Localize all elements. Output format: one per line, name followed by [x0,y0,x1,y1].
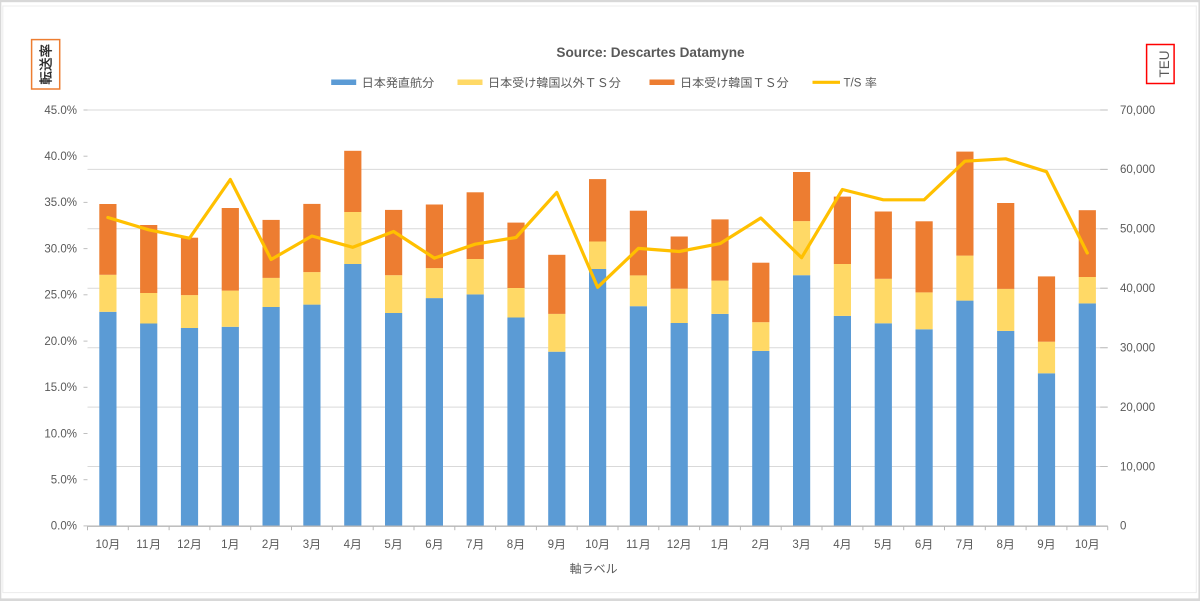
svg-text:10: 10 [585,539,598,551]
svg-text:3: 3 [303,539,309,551]
svg-text:9: 9 [548,539,554,551]
svg-text:40,000: 40,000 [1120,283,1155,295]
svg-text:10.0%: 10.0% [44,428,77,440]
svg-text:TEU: TEU [1157,51,1172,78]
svg-text:6: 6 [425,539,431,551]
svg-text:1: 1 [711,539,717,551]
svg-text:11: 11 [626,539,638,551]
svg-text:9: 9 [1037,539,1043,551]
svg-text:7: 7 [466,539,472,551]
svg-text:50,000: 50,000 [1120,224,1155,236]
svg-text:11: 11 [136,539,148,551]
svg-text:40.0%: 40.0% [44,151,77,163]
svg-text:0.0%: 0.0% [51,521,77,533]
svg-text:7: 7 [956,539,962,551]
svg-text:Source: Descartes Datamyne: Source: Descartes Datamyne [556,45,745,60]
svg-text:4: 4 [833,539,840,551]
svg-text:30.0%: 30.0% [44,243,77,255]
svg-text:5: 5 [874,539,880,551]
svg-text:35.0%: 35.0% [44,197,77,209]
svg-text:20.0%: 20.0% [44,336,77,348]
svg-text:70,000: 70,000 [1120,105,1155,117]
svg-text:2: 2 [752,539,758,551]
svg-text:15.0%: 15.0% [44,382,77,394]
svg-text:8: 8 [997,539,1003,551]
svg-text:T/S: T/S [844,78,862,90]
svg-text:30,000: 30,000 [1120,343,1155,355]
svg-text:10,000: 10,000 [1120,461,1155,473]
svg-text:5.0%: 5.0% [51,475,77,487]
svg-text:45.0%: 45.0% [44,105,77,117]
svg-text:10: 10 [1075,539,1088,551]
svg-text:25.0%: 25.0% [44,290,77,302]
svg-text:12: 12 [667,539,680,551]
svg-text:8: 8 [507,539,513,551]
svg-text:4: 4 [344,539,351,551]
svg-text:2: 2 [262,539,268,551]
svg-text:0: 0 [1120,521,1126,533]
svg-text:12: 12 [177,539,190,551]
svg-text:5: 5 [384,539,390,551]
svg-text:20,000: 20,000 [1120,402,1155,414]
svg-text:60,000: 60,000 [1120,164,1155,176]
svg-text:6: 6 [915,539,921,551]
svg-text:3: 3 [792,539,798,551]
svg-text:10: 10 [96,539,109,551]
svg-text:1: 1 [221,539,227,551]
